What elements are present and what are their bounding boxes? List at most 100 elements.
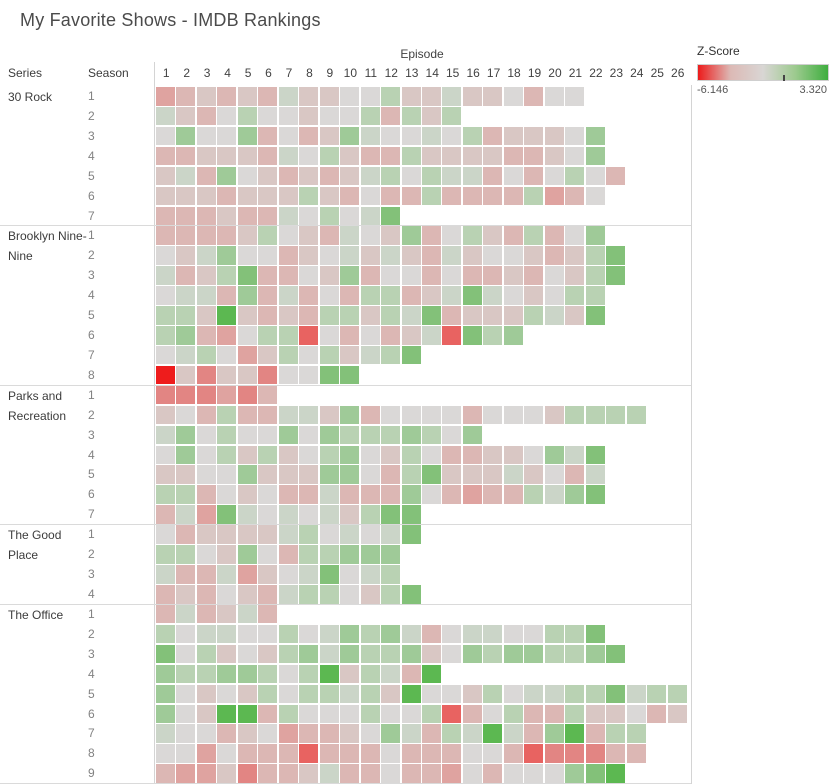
episode-header[interactable]: 3 [203, 66, 211, 80]
heatmap-cell[interactable] [237, 106, 257, 126]
season-label[interactable]: 2 [88, 547, 95, 562]
heatmap-cell[interactable] [217, 744, 237, 763]
heatmap-cell[interactable] [196, 326, 216, 345]
heatmap-cell[interactable] [360, 505, 380, 524]
season-label[interactable]: 6 [88, 706, 95, 721]
episode-header[interactable]: 23 [609, 66, 624, 80]
heatmap-cell[interactable] [299, 106, 319, 126]
heatmap-cell[interactable] [585, 624, 605, 644]
heatmap-cell[interactable] [299, 166, 319, 186]
heatmap-cell[interactable] [565, 405, 585, 425]
heatmap-cell[interactable] [156, 365, 175, 385]
heatmap-cell[interactable] [237, 286, 257, 305]
heatmap-cell[interactable] [156, 186, 175, 206]
heatmap-cell[interactable] [237, 565, 257, 584]
heatmap-cell[interactable] [237, 146, 257, 166]
heatmap-cell[interactable] [237, 445, 257, 465]
heatmap-cell[interactable] [319, 644, 339, 664]
heatmap-cell[interactable] [196, 106, 216, 126]
heatmap-cell[interactable] [196, 345, 216, 365]
heatmap-cell[interactable] [421, 106, 441, 126]
season-label[interactable]: 3 [88, 427, 95, 442]
heatmap-cell[interactable] [217, 565, 237, 584]
heatmap-cell[interactable] [401, 345, 421, 365]
heatmap-cell[interactable] [503, 485, 523, 504]
heatmap-cell[interactable] [544, 126, 564, 146]
heatmap-cell[interactable] [421, 445, 441, 465]
heatmap-cell[interactable] [360, 565, 380, 584]
heatmap-cell[interactable] [258, 704, 278, 724]
season-label[interactable]: 1 [88, 387, 95, 402]
episode-header[interactable]: 10 [343, 66, 358, 80]
heatmap-cell[interactable] [156, 585, 175, 604]
heatmap-cell[interactable] [299, 87, 319, 106]
heatmap-cell[interactable] [565, 126, 585, 146]
heatmap-cell[interactable] [278, 166, 298, 186]
heatmap-cell[interactable] [483, 87, 503, 106]
heatmap-cell[interactable] [278, 425, 298, 445]
heatmap-cell[interactable] [258, 505, 278, 524]
episode-header[interactable]: 18 [507, 66, 521, 80]
heatmap-cell[interactable] [196, 724, 216, 743]
heatmap-cell[interactable] [483, 286, 503, 305]
heatmap-cell[interactable] [319, 624, 339, 644]
heatmap-cell[interactable] [421, 485, 441, 504]
heatmap-cell[interactable] [381, 286, 401, 305]
heatmap-cell[interactable] [585, 644, 605, 664]
heatmap-cell[interactable] [381, 684, 401, 704]
heatmap-cell[interactable] [319, 664, 339, 684]
heatmap-cell[interactable] [299, 624, 319, 644]
heatmap-cell[interactable] [258, 644, 278, 664]
episode-header[interactable]: 2 [183, 66, 191, 80]
heatmap-cell[interactable] [278, 206, 298, 226]
heatmap-cell[interactable] [524, 246, 544, 265]
heatmap-cell[interactable] [319, 405, 339, 425]
heatmap-cell[interactable] [606, 764, 626, 783]
heatmap-cell[interactable] [421, 146, 441, 166]
episode-header[interactable]: 4 [224, 66, 231, 80]
heatmap-cell[interactable] [421, 644, 441, 664]
heatmap-cell[interactable] [299, 246, 319, 265]
heatmap-cell[interactable] [360, 465, 380, 484]
series-label[interactable]: Brooklyn Nine-Nine [8, 229, 87, 264]
heatmap-cell[interactable] [503, 306, 523, 325]
heatmap-cell[interactable] [217, 425, 237, 445]
heatmap-cell[interactable] [442, 465, 462, 484]
heatmap-cell[interactable] [299, 704, 319, 724]
heatmap-cell[interactable] [278, 286, 298, 305]
heatmap-cell[interactable] [442, 485, 462, 504]
heatmap-cell[interactable] [156, 704, 175, 724]
heatmap-cell[interactable] [217, 465, 237, 484]
heatmap-cell[interactable] [401, 126, 421, 146]
heatmap-cell[interactable] [237, 704, 257, 724]
heatmap-cell[interactable] [299, 764, 319, 783]
heatmap-cell[interactable] [278, 644, 298, 664]
heatmap-cell[interactable] [544, 724, 564, 743]
heatmap-cell[interactable] [237, 585, 257, 604]
heatmap-cell[interactable] [176, 764, 196, 783]
heatmap-cell[interactable] [401, 186, 421, 206]
season-label[interactable]: 6 [88, 328, 95, 343]
heatmap-cell[interactable] [319, 206, 339, 226]
heatmap-cell[interactable] [196, 545, 216, 564]
heatmap-cell[interactable] [381, 106, 401, 126]
heatmap-cell[interactable] [606, 246, 626, 265]
heatmap-cell[interactable] [401, 146, 421, 166]
heatmap-cell[interactable] [401, 246, 421, 265]
heatmap-cell[interactable] [340, 465, 360, 484]
heatmap-cell[interactable] [237, 525, 257, 544]
heatmap-cell[interactable] [626, 724, 646, 743]
heatmap-cell[interactable] [237, 664, 257, 684]
heatmap-cell[interactable] [524, 724, 544, 743]
heatmap-cell[interactable] [258, 246, 278, 265]
heatmap-cell[interactable] [237, 604, 257, 624]
heatmap-cell[interactable] [442, 226, 462, 245]
heatmap-cell[interactable] [319, 146, 339, 166]
heatmap-cell[interactable] [381, 624, 401, 644]
heatmap-cell[interactable] [196, 405, 216, 425]
heatmap-cell[interactable] [544, 744, 564, 763]
heatmap-cell[interactable] [196, 505, 216, 524]
heatmap-cell[interactable] [401, 525, 421, 544]
heatmap-cell[interactable] [483, 644, 503, 664]
heatmap-cell[interactable] [585, 246, 605, 265]
